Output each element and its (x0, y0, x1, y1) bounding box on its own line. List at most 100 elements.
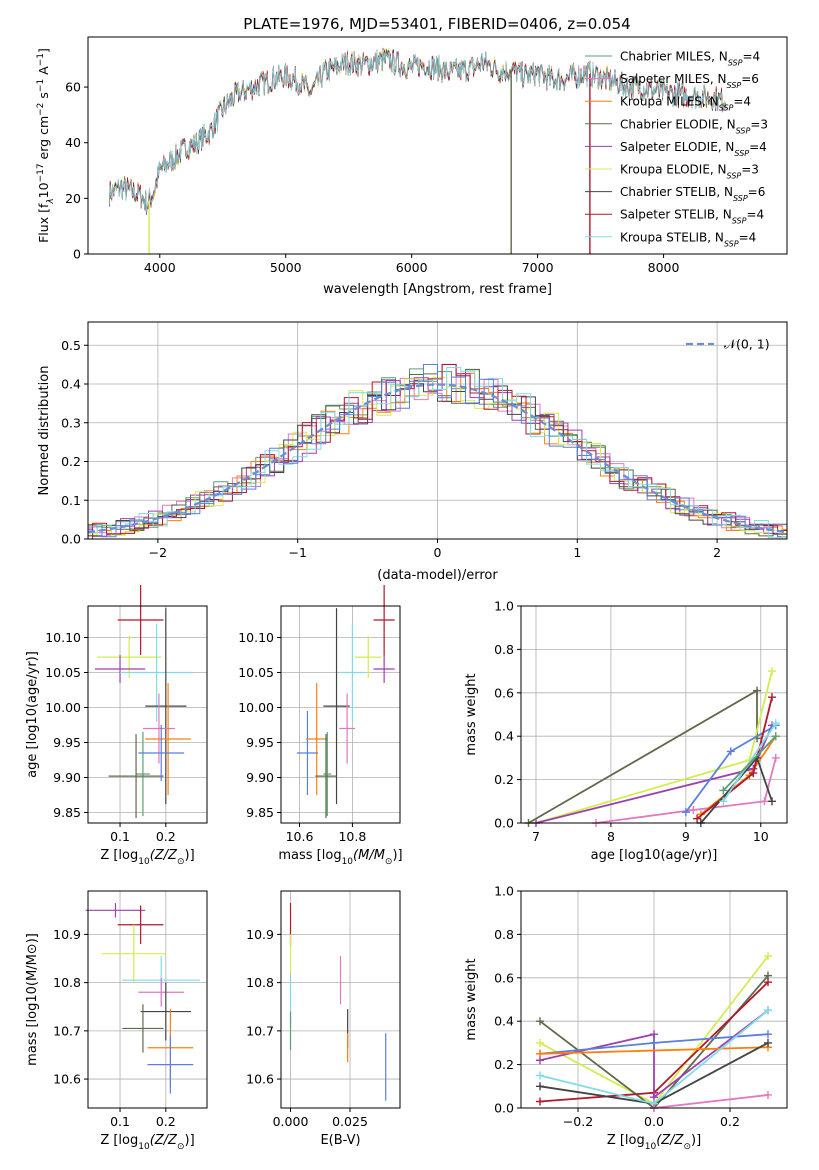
weight-z-ytick-label: 1.0 (494, 884, 514, 899)
weight-age-marker (749, 769, 758, 778)
age-mass-ytick-label: 10.00 (238, 700, 274, 715)
weight-age-marker (753, 686, 762, 695)
age-mass-ytick-label: 9.95 (246, 735, 274, 750)
hist-ylabel: Normed distribution (37, 366, 52, 496)
weight-age-xlabel: age [log10(age/yr)] (591, 848, 718, 863)
spectrum-ytick-label: 0 (73, 247, 81, 262)
spectrum-lines (109, 47, 727, 254)
hist-series-step (88, 364, 787, 539)
age-mass-ytick-label: 9.90 (246, 770, 274, 785)
weight-z-ticks: −0.2 0.0 0.2 0.0 0.2 0.4 0.6 0.8 1.0 (494, 884, 787, 1129)
legend-entry: Chabrier STELIB, NSSP=6 (620, 185, 765, 203)
weight-age-ytick-label: 1.0 (494, 599, 514, 614)
weight-z-series-line (653, 1094, 769, 1109)
age-mass-ytick-label: 9.85 (246, 805, 274, 820)
mass-z-ytick-label: 10.9 (53, 927, 81, 942)
spectrum-ytick-label: 40 (65, 135, 81, 150)
age-mass-frame (280, 605, 401, 824)
mass-ebv-errorbars (289, 903, 387, 1101)
weight-age-xtick-label: 8 (607, 829, 615, 844)
weight-age-ytick-label: 0.2 (494, 772, 514, 787)
mass-z-xtick-label: 0.1 (110, 1114, 130, 1129)
mass-z-ytick-label: 10.7 (53, 1023, 81, 1038)
weight-z-xlabel: Z [log10(Z/Z⊙)] (607, 1133, 701, 1152)
hist-xtick-label: −2 (149, 545, 167, 560)
hist-legend-label: 𝒩(0, 1) (724, 337, 770, 352)
mass-ebv-ytick-label: 10.9 (246, 927, 274, 942)
weight-z-marker (650, 1030, 658, 1039)
legend-entry: Salpeter ELODIE, NSSP=4 (620, 140, 767, 158)
weight-z-marker (764, 1030, 772, 1039)
age-z-errorbars (94, 585, 194, 819)
hist-ytick-label: 0.1 (61, 493, 81, 508)
legend-entry: Chabrier ELODIE, NSSP=3 (620, 117, 768, 135)
spectrum-ytick-label: 60 (65, 80, 81, 95)
mass-z-ylabel: mass [log10(M/M⊙)] (25, 933, 40, 1066)
normal-curve (88, 383, 787, 534)
weight-age-ytick-label: 0.0 (494, 816, 514, 831)
age-z-frame (87, 605, 208, 824)
weight-age-marker (689, 805, 698, 814)
weight-z-series-line (539, 1009, 769, 1100)
weight-z-marker (536, 1071, 544, 1080)
hist-ytick-label: 0.4 (61, 377, 81, 392)
weight-age-marker (681, 808, 690, 817)
weight-age-marker (768, 667, 777, 676)
weight-z-marker (536, 1049, 544, 1058)
weight-age-lines (524, 667, 780, 827)
spectrum-xtick-label: 8000 (648, 260, 680, 275)
weight-age-series-line (595, 757, 777, 824)
weight-z-ylabel: mass weight (464, 958, 479, 1040)
age-mass-xtick-label: 10.8 (338, 829, 366, 844)
weight-z-marker (764, 1038, 772, 1047)
legend-entry: Salpeter STELIB, NSSP=4 (620, 208, 764, 226)
spectrum-xtick-label: 5000 (270, 260, 302, 275)
age-mass-errorbars (296, 585, 395, 819)
weight-age-marker (760, 797, 769, 806)
mass-ebv-ytick-label: 10.6 (246, 1072, 274, 1087)
age-z-xlabel: Z [log10(Z/Z⊙)] (100, 848, 194, 867)
weight-age-marker (771, 753, 780, 762)
spectrum-ticks: 4000 5000 6000 7000 8000 0 20 40 60 (65, 80, 679, 275)
hist-ticks: −2 −1 0 1 2 0.0 0.1 0.2 0.3 0.4 0.5 (61, 322, 787, 560)
weight-z-marker (536, 1082, 544, 1091)
legend-entry: Chabrier MILES, NSSP=4 (620, 50, 760, 68)
weight-z-ytick-label: 0.8 (494, 927, 514, 942)
hist-ytick-label: 0.3 (61, 415, 81, 430)
weight-z-series-line (539, 1046, 769, 1055)
weight-age-marker (726, 747, 735, 756)
spectrum-xtick-label: 6000 (396, 260, 428, 275)
weight-age-series-line (535, 725, 773, 824)
weight-age-xtick-label: 9 (682, 829, 690, 844)
weight-z-frame (520, 890, 788, 1109)
weight-age-ytick-label: 0.8 (494, 642, 514, 657)
mass-ebv-xtick-label: 0.025 (332, 1114, 368, 1129)
mass-z-ticks: 0.1 0.2 10.6 10.7 10.8 10.9 (53, 891, 207, 1129)
hist-ytick-label: 0.5 (61, 338, 81, 353)
mass-z-xlabel: Z [log10(Z/Z⊙)] (100, 1133, 194, 1152)
weight-z-marker (536, 1097, 544, 1106)
age-z-ytick-label: 9.90 (53, 770, 81, 785)
mass-ebv-ytick-label: 10.8 (246, 975, 274, 990)
spectrum-frame (87, 36, 788, 255)
weight-z-ytick-label: 0.4 (494, 1014, 514, 1029)
mass-z-ytick-label: 10.8 (53, 975, 81, 990)
mass-z-xtick-label: 0.2 (156, 1114, 176, 1129)
weight-age-frame (520, 605, 788, 824)
figure-title: PLATE=1976, MJD=53401, FIBERID=0406, z=0… (243, 15, 630, 33)
hist-xtick-label: 1 (573, 545, 581, 560)
age-z-ytick-label: 9.85 (53, 805, 81, 820)
weight-z-marker (764, 1090, 772, 1099)
legend-entry: Salpeter MILES, NSSP=6 (620, 72, 759, 90)
weight-age-marker (768, 797, 777, 806)
age-z-xtick-label: 0.1 (110, 829, 130, 844)
weight-age-ticks: 7 8 9 10 0.0 0.2 0.4 0.6 0.8 1.0 (494, 599, 787, 844)
mass-z-errorbars (85, 903, 201, 1094)
weight-age-xtick-label: 7 (532, 829, 540, 844)
weight-z-xtick-label: 0.2 (720, 1114, 740, 1129)
weight-z-marker (764, 1006, 772, 1015)
spectrum-series-line (109, 49, 727, 212)
weight-z-ytick-label: 0.2 (494, 1057, 514, 1072)
